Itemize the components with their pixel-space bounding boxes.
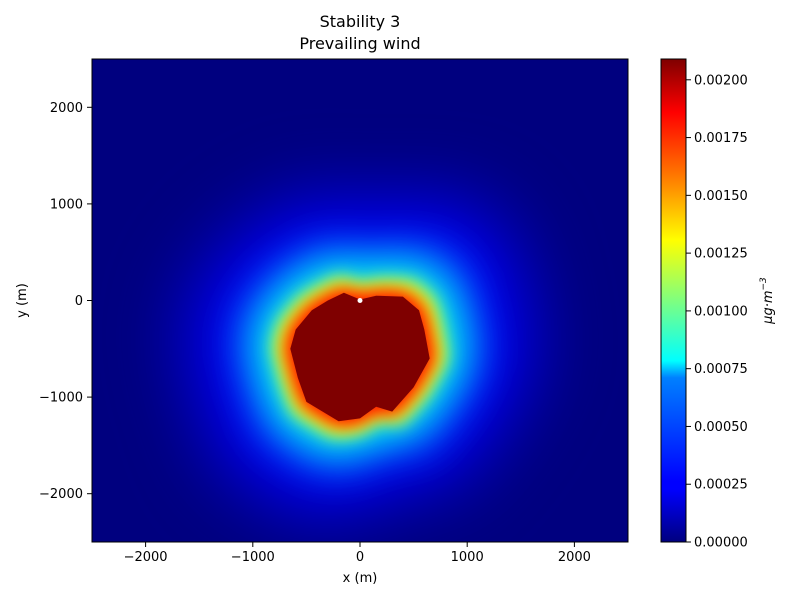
heatmap-saturated-core [290,292,430,422]
colorbar-tick-label: 0.00200 [694,73,748,88]
y-tick-label: −1000 [39,391,83,406]
colorbar-label-base: μg·m [761,290,776,324]
y-tick-label: 0 [75,294,83,309]
colorbar-tick-label: 0.00050 [694,420,748,435]
y-axis-label: y (m) [15,283,30,318]
colorbar-gradient [660,58,687,543]
y-tick-label: −2000 [39,487,83,502]
colorbar-tick-label: 0.00125 [694,247,748,262]
x-tick-label: −2000 [124,550,168,565]
y-tick-label: 1000 [50,197,83,212]
colorbar-tick-label: 0.00100 [694,304,748,319]
x-tick-label: 1000 [451,550,484,565]
x-tick-label: −1000 [231,550,275,565]
x-axis: −2000 −1000 0 1000 2000 [124,542,591,565]
colorbar-label-exponent: −3 [759,277,769,291]
colorbar-tick-label: 0.00175 [694,131,748,146]
chart-subtitle: Prevailing wind [299,34,421,53]
x-tick-label: 0 [356,550,364,565]
x-axis-label: x (m) [343,571,378,586]
colorbar: 0.00000 0.00025 0.00050 0.00075 0.00100 0.001… [660,58,776,551]
y-tick-label: 2000 [50,101,83,116]
colorbar-ticks: 0.00000 0.00025 0.00050 0.00075 0.00100 0.001… [686,73,748,551]
colorbar-label: μg·m−3 [759,277,776,325]
heatmap-field [92,59,628,542]
chart-title: Stability 3 [319,12,401,31]
colorbar-tick-label: 0.00000 [694,536,748,551]
y-axis: −2000 −1000 0 1000 2000 [39,101,92,502]
colorbar-tick-label: 0.00150 [694,189,748,204]
colorbar-tick-label: 0.00075 [694,362,748,377]
colorbar-tick-label: 0.00025 [694,478,748,493]
source-point [357,298,363,303]
x-tick-label: 2000 [558,550,591,565]
